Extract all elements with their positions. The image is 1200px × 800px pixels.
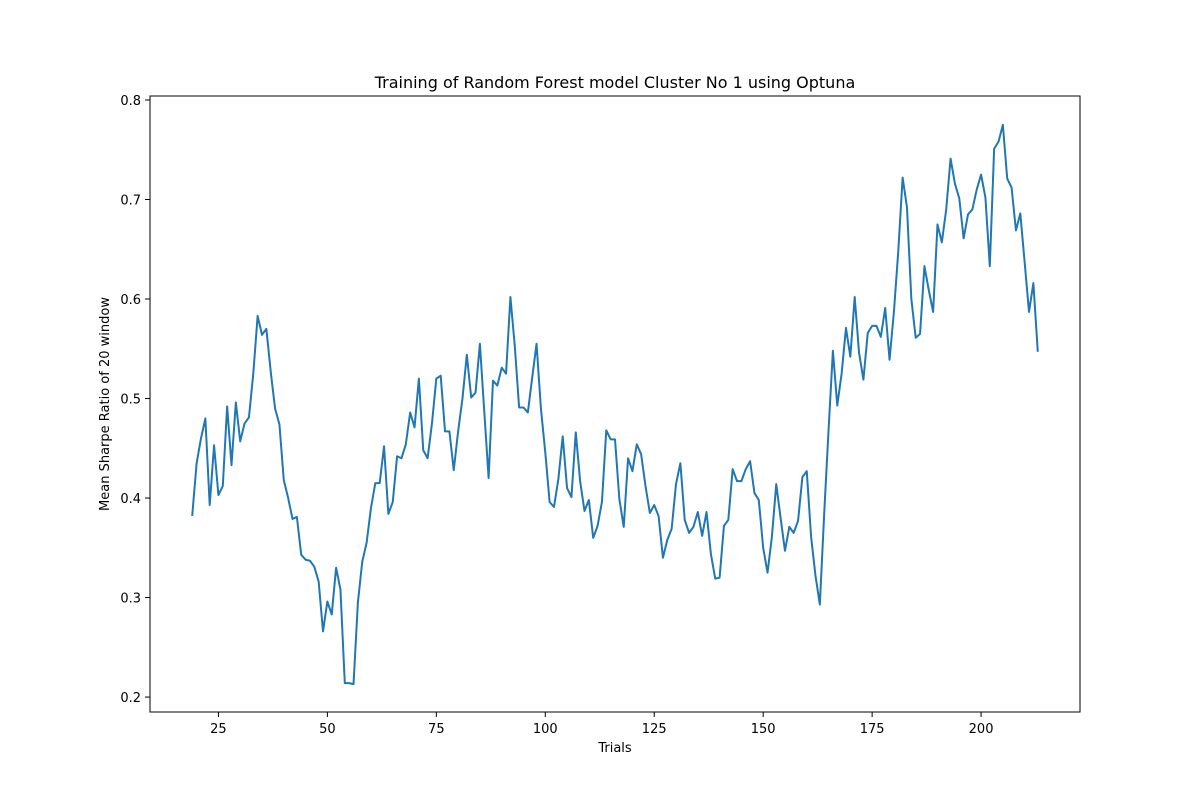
y-tick-label: 0.3 bbox=[120, 592, 141, 607]
x-tick-label: 150 bbox=[751, 722, 776, 737]
x-tick-label: 125 bbox=[642, 722, 667, 737]
x-tick-label: 50 bbox=[319, 722, 336, 737]
y-tick-label: 0.6 bbox=[120, 293, 141, 308]
y-tick-label: 0.7 bbox=[120, 193, 141, 208]
x-axis: 25 50 75 100 125 150 175 200 bbox=[210, 712, 993, 737]
x-axis-title: Trials bbox=[597, 741, 632, 756]
series-line bbox=[191, 123, 1039, 686]
axes-frame bbox=[149, 95, 1081, 713]
x-tick-label: 75 bbox=[428, 722, 445, 737]
plot-area bbox=[191, 123, 1039, 686]
y-tick-label: 0.8 bbox=[120, 94, 141, 109]
x-tick-label: 200 bbox=[969, 722, 994, 737]
x-tick-label: 25 bbox=[210, 722, 227, 737]
y-tick-label: 0.5 bbox=[120, 393, 141, 408]
y-axis-title: Mean Sharpe Ratio of 20 window bbox=[98, 297, 113, 511]
x-tick-label: 100 bbox=[533, 722, 558, 737]
x-tick-label: 175 bbox=[860, 722, 885, 737]
y-axis: 0.2 0.3 0.4 0.5 0.6 0.7 0.8 bbox=[120, 94, 150, 706]
chart-title: Training of Random Forest model Cluster … bbox=[374, 73, 856, 92]
y-tick-label: 0.4 bbox=[120, 492, 141, 507]
y-tick-label: 0.2 bbox=[120, 691, 141, 706]
